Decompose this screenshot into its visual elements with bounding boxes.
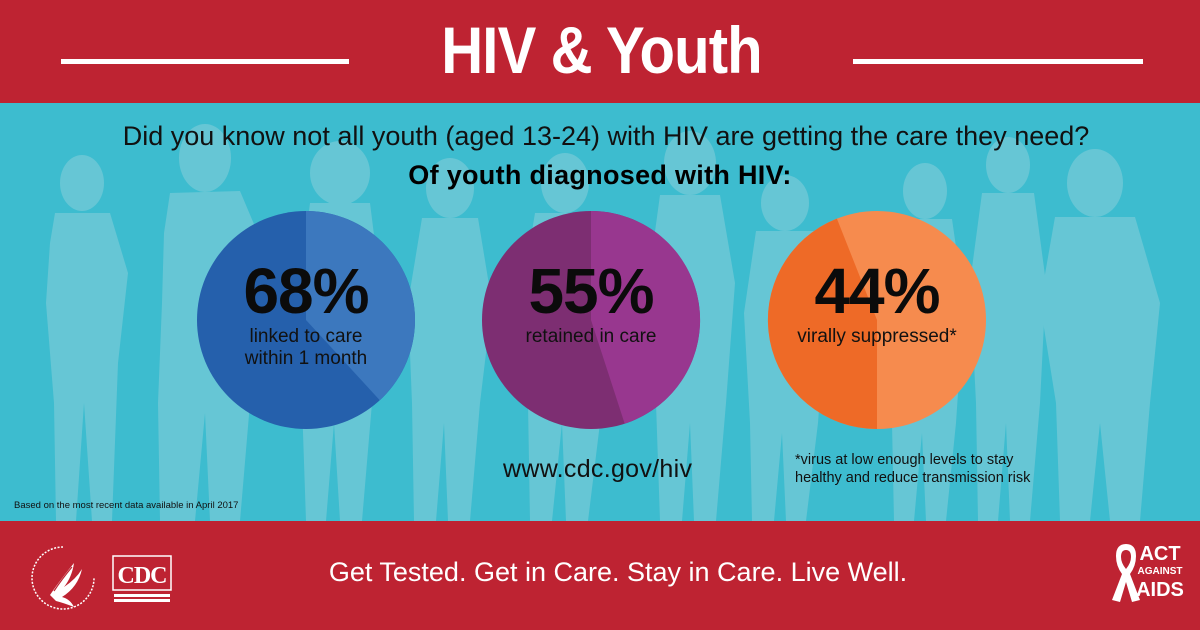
- stat-value: 44%: [814, 255, 940, 327]
- svg-text:AGAINST: AGAINST: [1138, 566, 1183, 577]
- pie-virally-suppressed: 44% virally suppressed*: [767, 210, 987, 430]
- footnote: *virus at low enough levels to stay heal…: [795, 451, 1030, 487]
- title-rule-right: [853, 59, 1143, 64]
- stat-label: virally suppressed*: [767, 326, 987, 348]
- pie-chart-icon: [482, 210, 701, 429]
- svg-text:AIDS: AIDS: [1136, 579, 1184, 601]
- chart-subhead: Of youth diagnosed with HIV:: [408, 160, 792, 190]
- pie-chart-icon: [767, 211, 986, 430]
- stat-label-line1: retained in care: [525, 326, 657, 347]
- stat-label: retained in care: [481, 326, 701, 348]
- pie-chart-icon: [197, 211, 415, 429]
- stat-label-line2: within 1 month: [244, 348, 368, 369]
- title-banner: HIV & Youth: [0, 0, 1200, 103]
- act-against-aids-logo-icon: ACT AGAINST AIDS: [1112, 543, 1184, 602]
- footnote-line1: *virus at low enough levels to stay: [795, 452, 1014, 468]
- title-rule-left: [61, 59, 349, 64]
- cdc-logo-icon: CDC: [112, 555, 172, 602]
- tagline: Get Tested. Get in Care. Stay in Care. L…: [328, 557, 908, 587]
- pie-linked-to-care: 68% linked to care within 1 month: [196, 210, 416, 430]
- stat-label: linked to care within 1 month: [196, 326, 416, 370]
- stat-value: 68%: [243, 255, 369, 327]
- stat-value: 55%: [528, 255, 654, 327]
- stat-label-line1: virally suppressed*: [797, 326, 957, 347]
- infographic-body: Did you know not all youth (aged 13-24) …: [0, 103, 1200, 521]
- hhs-seal-icon: [31, 546, 95, 610]
- cdc-hiv-link[interactable]: www.cdc.gov/hiv: [503, 455, 693, 483]
- footnote-line2: healthy and reduce transmission risk: [795, 470, 1031, 486]
- svg-text:CDC: CDC: [118, 563, 167, 589]
- pie-retained-in-care: 55% retained in care: [481, 210, 701, 430]
- footer-banner: CDC Get Tested. Get in Care. Stay in Car…: [0, 521, 1200, 630]
- page-title: HIV & Youth: [441, 13, 762, 87]
- question-text: Did you know not all youth (aged 13-24) …: [122, 121, 1090, 151]
- svg-text:ACT: ACT: [1139, 543, 1180, 565]
- source-note: Based on the most recent data available …: [14, 500, 239, 511]
- stat-label-line1: linked to care: [249, 326, 363, 347]
